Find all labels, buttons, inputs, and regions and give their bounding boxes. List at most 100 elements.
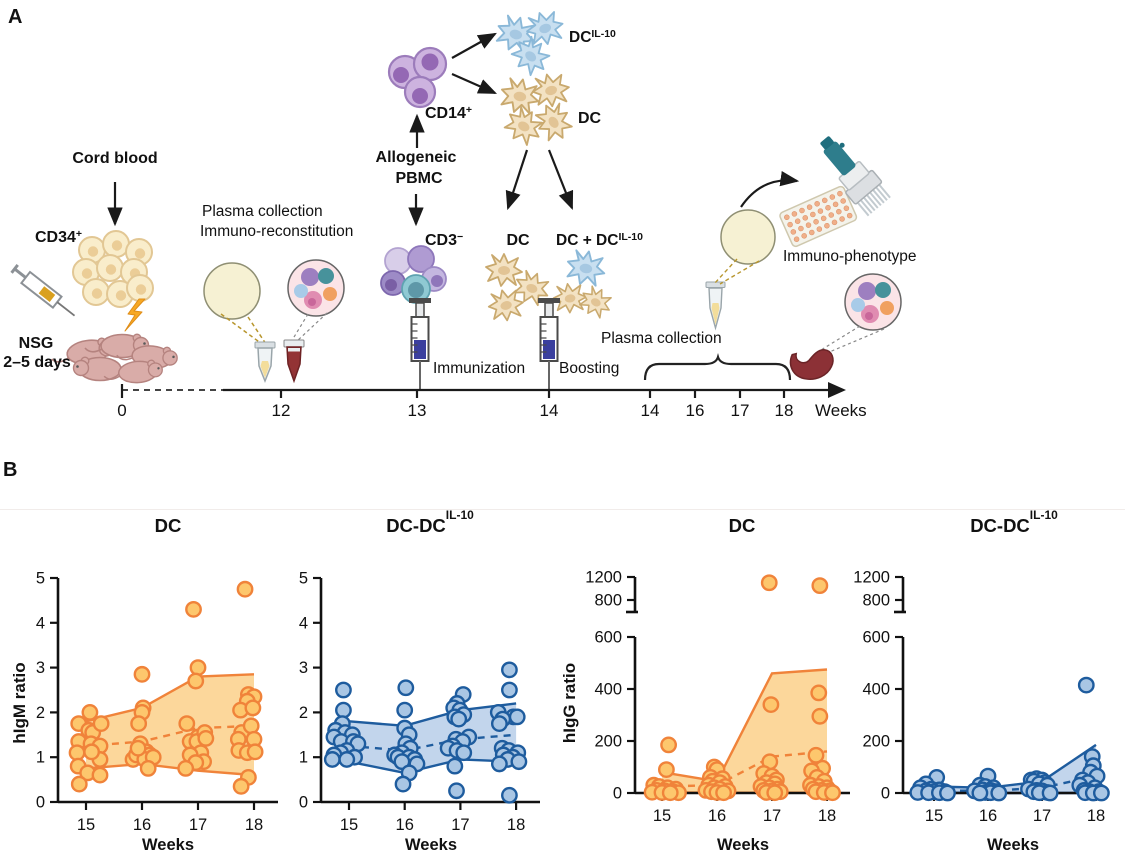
y-tick-label: 4 [36, 614, 45, 632]
x-tick-label: 18 [507, 816, 525, 834]
scatter-chart: 0 200 400 600 800 1200 15 16 17 18 [585, 569, 850, 825]
timeline-tick-17: 17 [730, 401, 750, 420]
data-point [807, 746, 825, 764]
pbmc-label: PBMC [395, 170, 443, 187]
x-tick-label: 18 [1087, 807, 1105, 825]
data-point [658, 761, 675, 778]
plasma-collection-2-label: Plasma collection [601, 330, 722, 347]
y-tick-label: 0 [299, 794, 308, 812]
axes [50, 576, 278, 810]
timeline-tick-12: 12 [271, 401, 291, 420]
data-point [396, 701, 414, 719]
chart4-title: DC-DCIL-10 [970, 508, 1058, 537]
scatter-chart: 0 1 2 3 4 5 15 16 17 18 [36, 570, 278, 834]
immuno-reconstitution-label: Immuno-reconstitution [200, 223, 354, 240]
timeline-tick-13: 13 [407, 401, 427, 420]
syringe-icon [10, 264, 76, 317]
data-point [1041, 784, 1059, 802]
y-tick-label: 1 [299, 749, 308, 767]
data-point [715, 784, 732, 802]
data-points [323, 661, 528, 804]
scatter-chart: 0 200 400 600 800 1200 15 16 17 18 [853, 569, 1110, 825]
band-border-line [348, 758, 517, 775]
timeline [120, 382, 846, 398]
cd34-cells-icon [73, 231, 153, 307]
data-point [1077, 676, 1095, 694]
y-tick-label: 1200 [853, 569, 890, 587]
x-tick-label: 15 [925, 807, 943, 825]
y-tick-label: 5 [299, 570, 308, 588]
data-points [909, 676, 1110, 802]
antibody-circle2-icon [720, 209, 776, 265]
cd3-label: CD3− [425, 231, 464, 249]
x-tick-label: 17 [1033, 807, 1051, 825]
allogeneic-label: Allogeneic [375, 149, 457, 166]
quantile-band [86, 674, 254, 776]
timeline-tick-18: 18 [774, 401, 794, 420]
band-border-line [85, 673, 255, 723]
band-border-line [933, 743, 1097, 790]
band-border-line [85, 762, 255, 777]
y-tick-label: 1 [36, 749, 45, 767]
panel-divider [0, 509, 1125, 510]
immunization-label: Immunization [433, 360, 526, 377]
well-grid [784, 190, 853, 242]
data-point [450, 710, 468, 728]
data-point [661, 784, 679, 802]
brace [643, 353, 792, 381]
lightning-icon [124, 298, 146, 332]
chart2-xlabel: Weeks [405, 836, 457, 854]
panel-b-charts: 0 1 2 3 4 5 15 16 17 18 0 1 2 3 4 5 15 16 17 18 0 200 400 600 80… [36, 569, 1110, 834]
dc-bottom-cells-icon [485, 254, 554, 325]
data-point [236, 580, 254, 598]
median-line [661, 750, 828, 788]
band-border-line [348, 702, 517, 728]
quantile-band [662, 669, 827, 793]
x-tick-label: 16 [708, 807, 726, 825]
dc-plus-dcil10-cells-icon [551, 248, 616, 321]
cd34-label: CD34+ [35, 228, 83, 246]
y-tick-label: 200 [594, 733, 622, 751]
data-point [766, 784, 784, 802]
data-point [232, 777, 250, 795]
chart1-title: DC [154, 515, 182, 537]
data-point [990, 784, 1008, 802]
data-point [510, 753, 528, 771]
spleen-cells-circle-icon [844, 273, 902, 331]
data-point [448, 782, 465, 800]
higg-ratio-axis-label: hIgG ratio [560, 662, 579, 744]
y-tick-label: 1200 [585, 569, 622, 587]
data-point [68, 744, 86, 762]
dc-il10-cells-icon [493, 6, 568, 80]
cd14-label: CD14+ [425, 104, 473, 122]
x-tick-label: 18 [818, 807, 836, 825]
band-border-line [661, 668, 828, 783]
timeline-tick-14b: 14 [640, 401, 660, 420]
data-point [335, 681, 352, 699]
data-point [130, 715, 148, 732]
data-point [501, 661, 518, 679]
cd3-cells-icon [372, 245, 452, 312]
median-line [348, 733, 517, 752]
data-point [971, 784, 989, 802]
data-point [501, 786, 518, 804]
blood-tube-icon [283, 339, 305, 384]
panel-a-illustration [10, 6, 902, 398]
data-point [197, 729, 215, 747]
data-point [177, 760, 195, 777]
x-tick-label: 16 [133, 816, 151, 834]
data-points [68, 580, 264, 795]
data-point [508, 708, 526, 726]
median-line [85, 724, 255, 748]
x-tick-label: 15 [340, 816, 358, 834]
y-tick-label: 2 [299, 704, 308, 722]
data-point [824, 784, 841, 802]
boosting-syringe-icon [537, 297, 561, 390]
chart2-title: DC-DCIL-10 [386, 508, 474, 537]
data-point [187, 672, 205, 690]
quantile-band [934, 744, 1096, 793]
chart3-title: DC [728, 515, 756, 537]
boosting-label: Boosting [559, 360, 620, 377]
pipette-icon [820, 136, 891, 217]
